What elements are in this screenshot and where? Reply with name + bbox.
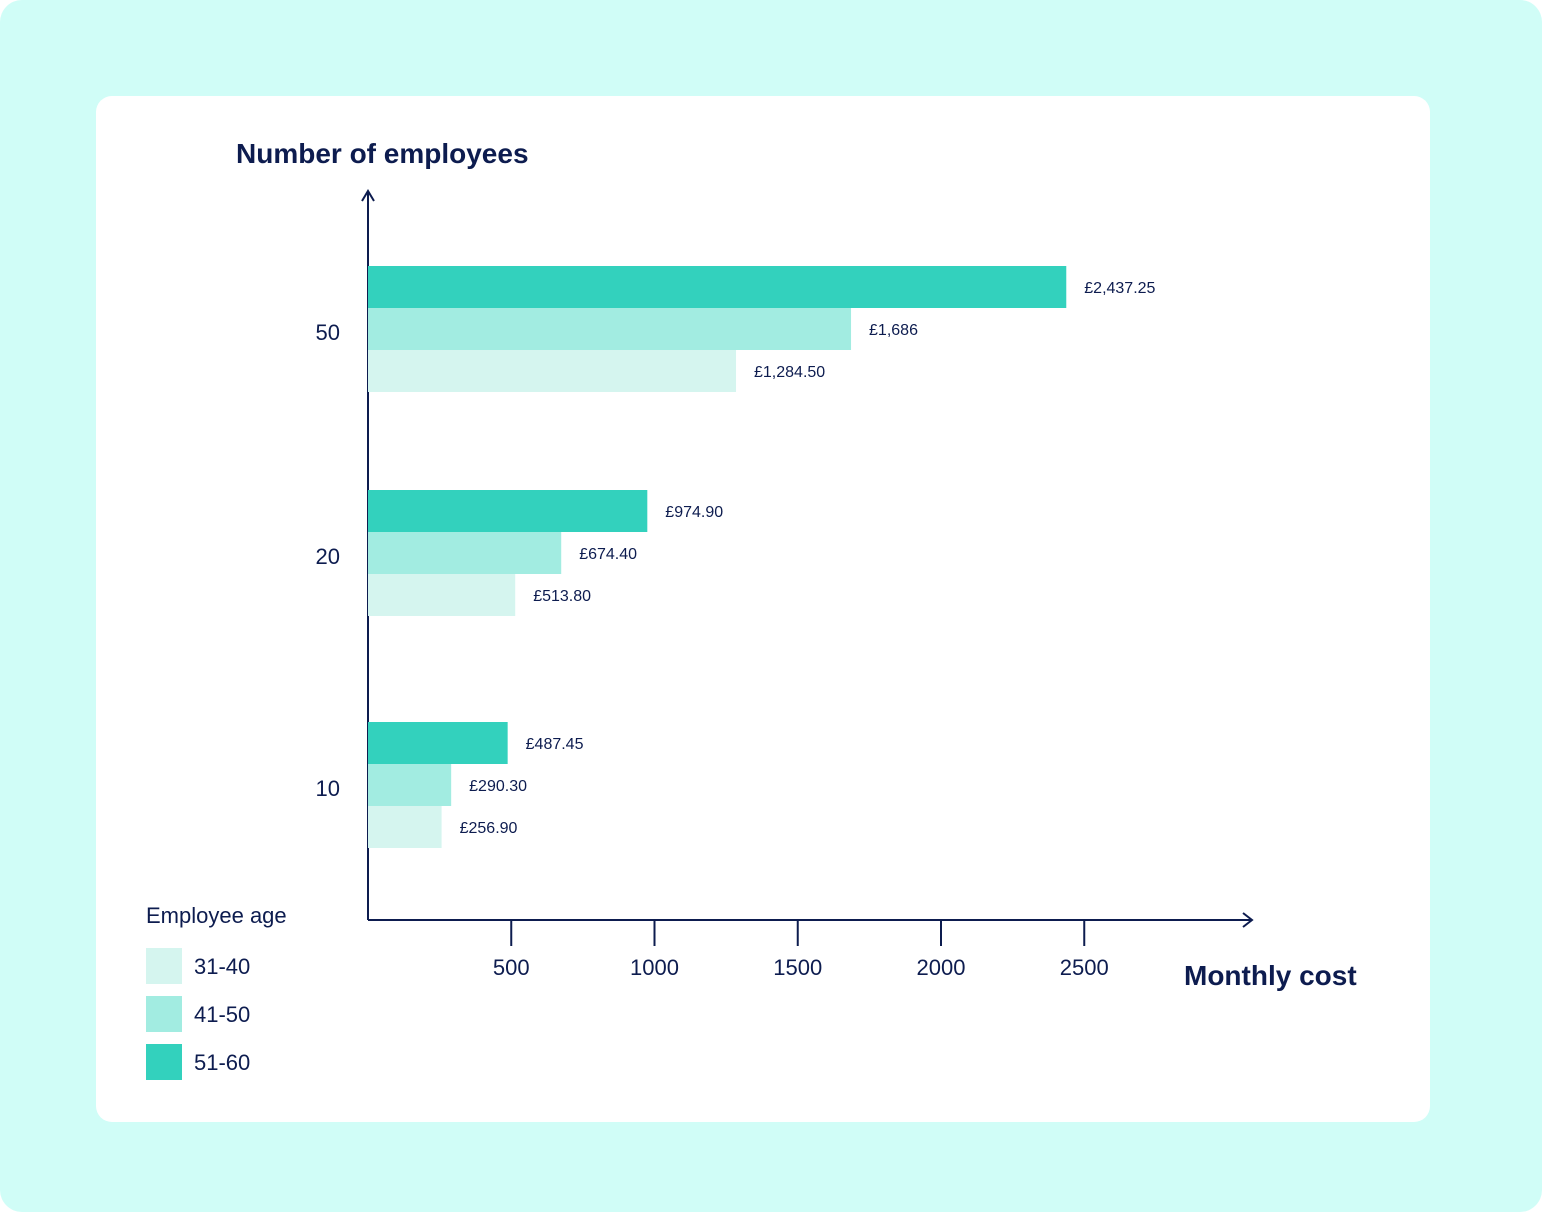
x-tick-label: 2000 (917, 955, 966, 980)
bar-50-51-60 (368, 266, 1067, 308)
y-tick-labels-group: 50 20 10 (316, 320, 340, 801)
value-labels-group: £2,437.25 £1,686 £1,284.50 £974.90 £674.40 £5… (460, 280, 1156, 837)
bar-value-label: £674.40 (579, 546, 637, 563)
bar-value-label: £1,686 (869, 322, 918, 339)
bar-value-label: £1,284.50 (754, 364, 825, 381)
bar-10-51-60 (368, 722, 508, 764)
legend-label: 41-50 (194, 1002, 251, 1027)
legend-label: 31-40 (194, 954, 251, 979)
x-tick-label: 1000 (630, 955, 679, 980)
legend-swatch (146, 1044, 182, 1080)
legend-title: Employee age (146, 903, 287, 928)
bar-20-31-40 (368, 574, 516, 616)
bar-value-label: £290.30 (469, 778, 527, 795)
y-tick-label: 50 (316, 320, 340, 345)
bar-20-51-60 (368, 490, 648, 532)
bar-value-label: £974.90 (665, 504, 723, 521)
x-tick-label: 500 (493, 955, 530, 980)
x-axis (368, 912, 1254, 928)
x-tick-label: 1500 (773, 955, 822, 980)
bar-value-label: £2,437.25 (1084, 280, 1155, 297)
bar-50-31-40 (368, 350, 737, 392)
bar-50-41-50 (368, 308, 852, 350)
bar-20-41-50 (368, 532, 562, 574)
y-tick-label: 20 (316, 544, 340, 569)
y-axis-title: Number of employees (236, 138, 529, 169)
legend-swatch (146, 996, 182, 1032)
y-tick-label: 10 (316, 776, 340, 801)
x-tick-label: 2500 (1060, 955, 1109, 980)
bar-10-41-50 (368, 764, 452, 806)
x-axis-title: Monthly cost (1184, 960, 1357, 991)
x-ticks-group: 500 1000 1500 2000 2500 (493, 920, 1109, 980)
bar-10-31-40 (368, 806, 442, 848)
bar-value-label: £513.80 (533, 588, 591, 605)
bar-value-label: £256.90 (460, 820, 518, 837)
legend-swatch (146, 948, 182, 984)
legend-label: 51-60 (194, 1050, 251, 1075)
bars-group (368, 266, 1067, 848)
bar-value-label: £487.45 (526, 736, 584, 753)
